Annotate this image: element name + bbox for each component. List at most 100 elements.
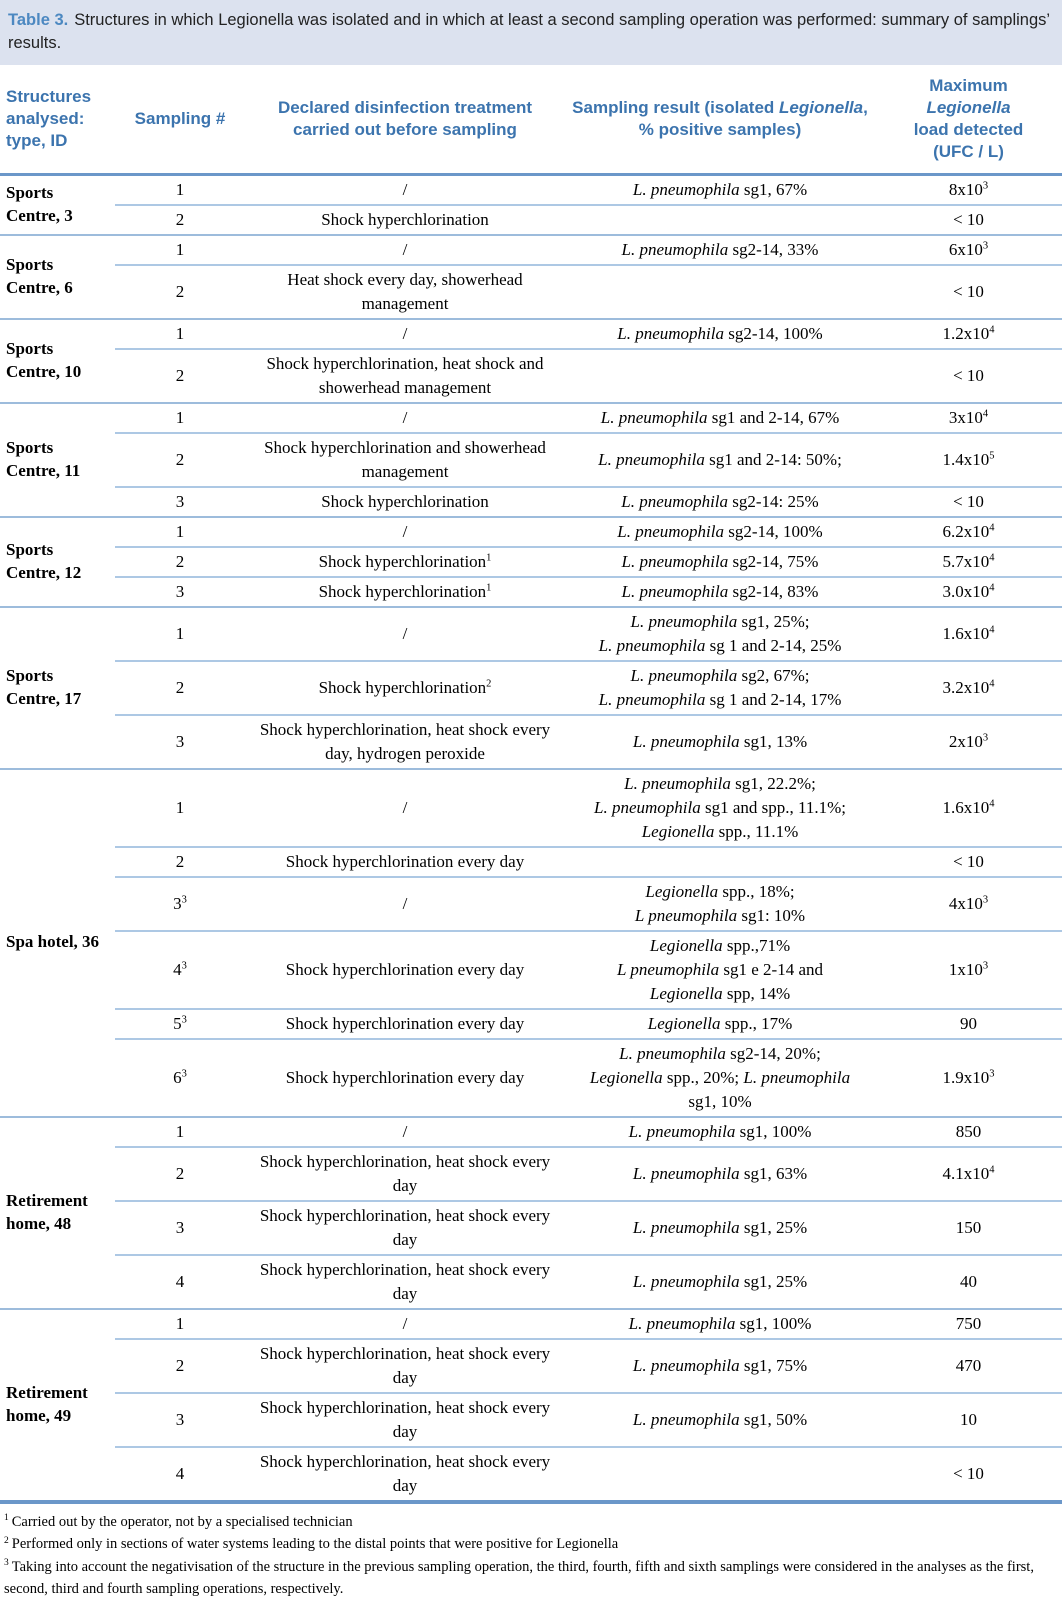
sampling-cell: 1 xyxy=(115,233,245,265)
treatment-cell: / xyxy=(245,605,565,661)
treatment-cell: / xyxy=(245,767,565,847)
treatment-cell: Shock hyperchlorination, heat shock and … xyxy=(245,347,565,403)
treatment-cell: Shock hyperchlorination and showerhead m… xyxy=(245,431,565,487)
treatment-cell: Shock hyperchlorination every day xyxy=(245,1037,565,1117)
load-cell: 40 xyxy=(875,1253,1062,1309)
sampling-cell: 2 xyxy=(115,659,245,715)
result-cell xyxy=(565,1445,875,1500)
table-caption: Table 3. Structures in which Legionella w… xyxy=(0,0,1062,65)
result-cell: L. pneumophila sg1, 50% xyxy=(565,1391,875,1447)
sampling-cell: 3 xyxy=(115,1391,245,1447)
load-cell: < 10 xyxy=(875,1445,1062,1500)
table-row: 2 Shock hyperchlorination1 L. pneumophila … xyxy=(0,545,1062,577)
col-header-sampling: Sampling # xyxy=(115,64,245,176)
table-row: Retirement home, 48 1/L. pneumophila sg1,… xyxy=(0,1115,1062,1309)
table-row: 2 Shock hyperchlorination every day < 10 xyxy=(0,845,1062,877)
table-row: 3 Shock hyperchlorination, heat shock eve… xyxy=(0,1199,1062,1255)
load-cell: 470 xyxy=(875,1337,1062,1393)
load-cell: 6x103 xyxy=(875,233,1062,265)
sampling-cell: 1 xyxy=(115,401,245,433)
table-row: Spa hotel, 36 1/L. pneumophila sg1, 22.2%… xyxy=(0,767,1062,1117)
results-table: Structures analysed: type, ID Sampling #… xyxy=(0,64,1062,1500)
table-row: Sports Centre, 6 1/L. pneumophila sg2-14,… xyxy=(0,233,1062,319)
sampling-cell: 3 xyxy=(115,1199,245,1255)
treatment-cell: / xyxy=(245,515,565,547)
sampling-cell: 1 xyxy=(115,767,245,847)
load-cell: 10 xyxy=(875,1391,1062,1447)
sampling-cell: 1 xyxy=(175,179,185,199)
load-cell: 1.4x105 xyxy=(875,431,1062,487)
sampling-cell: 3 xyxy=(115,713,245,769)
sampling-cell: 2 xyxy=(115,1145,245,1201)
treatment-cell: Shock hyperchlorination every day xyxy=(245,929,565,1009)
treatment-cell: Shock hyperchlorination, heat shock ever… xyxy=(245,1253,565,1309)
result-cell: L. pneumophila sg1, 25% xyxy=(565,1253,875,1309)
table-row: 2 Shock hyperchlorination2 L. pneumophila … xyxy=(0,659,1062,715)
table-row: 63 Shock hyperchlorination every day L. pn… xyxy=(0,1037,1062,1117)
sampling-cell: 2 xyxy=(115,347,245,403)
structure-cell: Sports Centre, 10 xyxy=(0,317,115,403)
load-cell: 3.2x104 xyxy=(875,659,1062,715)
treatment-cell: Shock hyperchlorination, heat shock ever… xyxy=(245,1145,565,1201)
load-cell: 3.0x104 xyxy=(875,575,1062,607)
structure-cell: Sports Centre, 3 xyxy=(6,182,73,225)
table-caption-text: Structures in which Legionella was isola… xyxy=(8,11,1050,52)
treatment-cell: / xyxy=(245,875,565,931)
sampling-cell: 1 xyxy=(115,1307,245,1339)
load-cell: 150 xyxy=(875,1199,1062,1255)
table-row: 4 Shock hyperchlorination, heat shock eve… xyxy=(0,1253,1062,1309)
load-cell: 4.1x104 xyxy=(875,1145,1062,1201)
footnote: 1 Carried out by the operator, not by a s… xyxy=(4,1513,353,1530)
load-cell: < 10 xyxy=(875,203,1062,235)
sampling-cell: 2 xyxy=(115,203,245,235)
result-cell: Legionella spp., 18%; L pneumophila sg1:… xyxy=(565,875,875,931)
structure-cell: Retirement home, 48 xyxy=(0,1115,115,1309)
treatment-cell: Shock hyperchlorination every day xyxy=(245,845,565,877)
table-caption-label: Table 3. xyxy=(8,11,69,29)
treatment-cell: Heat shock every day, showerhead managem… xyxy=(245,263,565,319)
result-cell: L. pneumophila sg1, 22.2%; L. pneumophil… xyxy=(565,767,875,847)
result-cell xyxy=(565,203,875,235)
structure-cell: Sports Centre, 12 xyxy=(0,515,115,607)
sampling-cell: 1 xyxy=(115,317,245,349)
structure-cell: Spa hotel, 36 xyxy=(0,767,115,1117)
treatment-cell: Shock hyperchlorination xyxy=(245,203,565,235)
result-cell: L. pneumophila sg1, 75% xyxy=(565,1337,875,1393)
structure-cell: Sports Centre, 11 xyxy=(0,401,115,517)
table-row: Sports Centre, 10 1/L. pneumophila sg2-14… xyxy=(0,317,1062,403)
footnote: 2 Performed only in sections of water sys… xyxy=(4,1535,619,1553)
table-row: 2 Shock hyperchlorination < 10 xyxy=(0,203,1062,235)
sampling-cell: 3 xyxy=(115,575,245,607)
load-cell: 1.6x104 xyxy=(875,605,1062,661)
sampling-cell: 2 xyxy=(115,545,245,577)
result-cell: L. pneumophila sg2-14, 83% xyxy=(565,575,875,607)
table-body: Sports Centre, 3 1/L. pneumophila sg1, 67… xyxy=(0,174,1062,1500)
result-cell: L. pneumophila sg1, 13% xyxy=(565,713,875,769)
load-cell: < 10 xyxy=(875,263,1062,319)
sampling-cell: 2 xyxy=(115,845,245,877)
sampling-cell: 4 xyxy=(115,1445,245,1500)
result-cell: L. pneumophila sg1, 25%; L. pneumophila … xyxy=(565,605,875,661)
table-row: 4 Shock hyperchlorination, heat shock eve… xyxy=(0,1445,1062,1500)
result-cell: L. pneumophila sg2, 67%; L. pneumophila … xyxy=(565,659,875,715)
treatment-cell: Shock hyperchlorination1 xyxy=(245,575,565,607)
sampling-cell: 2 xyxy=(115,263,245,319)
sampling-cell: 3 xyxy=(115,485,245,517)
result-cell: L. pneumophila sg2-14, 100% xyxy=(565,317,875,349)
sampling-cell: 43 xyxy=(115,929,245,1009)
result-cell xyxy=(565,347,875,403)
table-row: 2 Shock hyperchlorination, heat shock and… xyxy=(0,347,1062,403)
load-cell: 1.6x104 xyxy=(875,767,1062,847)
load-cell: 850 xyxy=(875,1115,1062,1147)
table-header: Structures analysed: type, ID Sampling #… xyxy=(0,64,1062,176)
col-header-load: Maximum Legionella load detected (UFC / … xyxy=(875,64,1062,176)
header-row: Structures analysed: type, ID Sampling #… xyxy=(0,64,1062,176)
table-row: Sports Centre, 11 1/L. pneumophila sg1 an… xyxy=(0,401,1062,517)
result-cell: L. pneumophila sg2-14, 33% xyxy=(565,233,875,265)
load-cell: 1.2x104 xyxy=(875,317,1062,349)
sampling-cell: 4 xyxy=(115,1253,245,1309)
treatment-cell: Shock hyperchlorination, heat shock ever… xyxy=(245,713,565,769)
load-cell: < 10 xyxy=(875,347,1062,403)
treatment-cell: Shock hyperchlorination every day xyxy=(245,1007,565,1039)
table-row: 33/Legionella spp., 18%; L pneumophila s… xyxy=(0,875,1062,931)
